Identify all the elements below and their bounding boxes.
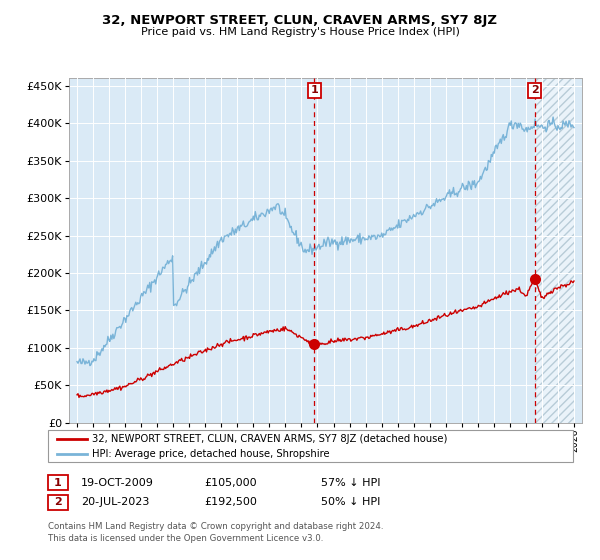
- Text: 32, NEWPORT STREET, CLUN, CRAVEN ARMS, SY7 8JZ: 32, NEWPORT STREET, CLUN, CRAVEN ARMS, S…: [103, 14, 497, 27]
- Text: 1: 1: [310, 86, 318, 95]
- Text: HPI: Average price, detached house, Shropshire: HPI: Average price, detached house, Shro…: [92, 449, 329, 459]
- Text: 57% ↓ HPI: 57% ↓ HPI: [321, 478, 380, 488]
- Text: Contains HM Land Registry data © Crown copyright and database right 2024.
This d: Contains HM Land Registry data © Crown c…: [48, 522, 383, 543]
- Text: 2: 2: [531, 86, 539, 95]
- Text: £192,500: £192,500: [204, 497, 257, 507]
- Text: Price paid vs. HM Land Registry's House Price Index (HPI): Price paid vs. HM Land Registry's House …: [140, 27, 460, 37]
- Text: 50% ↓ HPI: 50% ↓ HPI: [321, 497, 380, 507]
- Text: 1: 1: [54, 478, 62, 488]
- Text: £105,000: £105,000: [204, 478, 257, 488]
- Text: 20-JUL-2023: 20-JUL-2023: [81, 497, 149, 507]
- Text: 2: 2: [54, 497, 62, 507]
- Text: 32, NEWPORT STREET, CLUN, CRAVEN ARMS, SY7 8JZ (detached house): 32, NEWPORT STREET, CLUN, CRAVEN ARMS, S…: [92, 434, 447, 444]
- Text: 19-OCT-2009: 19-OCT-2009: [81, 478, 154, 488]
